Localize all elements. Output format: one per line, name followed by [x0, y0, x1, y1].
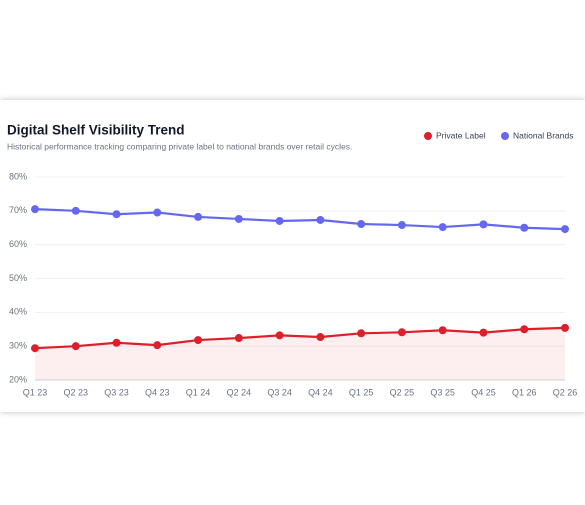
point	[397, 221, 406, 230]
point	[316, 215, 325, 224]
legend-label: National Brands	[513, 130, 573, 140]
area	[35, 327, 565, 380]
x-tick-label: Q2 26	[553, 387, 578, 397]
point	[153, 208, 162, 217]
y-tick-label: 50%	[9, 273, 27, 283]
point	[357, 220, 366, 229]
x-tick-label: Q4 23	[145, 387, 170, 397]
x-tick-label: Q1 23	[23, 387, 48, 397]
x-tick-label: Q4 25	[471, 387, 496, 397]
point	[561, 323, 569, 332]
y-tick-label: 70%	[9, 205, 27, 215]
y-tick-label: 80%	[9, 171, 27, 181]
point	[234, 214, 243, 223]
point	[357, 329, 366, 338]
point	[71, 206, 80, 215]
point	[194, 212, 203, 221]
x-tick-label: Q3 23	[104, 387, 129, 397]
point	[71, 342, 80, 351]
line	[34, 326, 566, 350]
point	[112, 210, 121, 219]
point	[194, 336, 203, 345]
point	[31, 344, 39, 353]
point	[275, 216, 284, 225]
point	[31, 205, 39, 214]
point	[316, 333, 325, 342]
y-tick-label: 30%	[9, 341, 27, 351]
y-tick-label: 40%	[9, 307, 27, 317]
point	[234, 334, 243, 343]
chart-title: Digital Shelf Visibility Trend	[7, 123, 185, 138]
y-tick-label: 60%	[9, 239, 27, 249]
point	[438, 326, 447, 335]
point	[397, 328, 406, 337]
point	[112, 338, 121, 347]
legend-label: Private Label	[436, 130, 486, 140]
point	[479, 328, 488, 337]
x-tick-label: Q3 24	[267, 387, 292, 397]
point	[153, 341, 162, 350]
x-tick-label: Q2 25	[390, 387, 415, 397]
x-tick-label: Q1 25	[349, 387, 374, 397]
chart-card	[0, 100, 585, 412]
chart-subtitle: Historical performance tracking comparin…	[7, 141, 352, 151]
point	[520, 223, 529, 232]
point	[561, 225, 569, 234]
x-tick-label: Q4 24	[308, 387, 333, 397]
point	[479, 220, 488, 229]
legend-swatch	[501, 132, 509, 140]
legend-swatch	[424, 132, 432, 140]
y-tick-label: 20%	[9, 374, 27, 384]
point	[520, 325, 529, 334]
point	[275, 331, 284, 340]
line	[34, 208, 566, 231]
x-tick-label: Q2 24	[227, 387, 252, 397]
x-tick-label: Q1 24	[186, 387, 211, 397]
x-tick-label: Q2 23	[64, 387, 89, 397]
x-tick-label: Q1 26	[512, 387, 537, 397]
point	[438, 223, 447, 232]
x-tick-label: Q3 25	[430, 387, 455, 397]
